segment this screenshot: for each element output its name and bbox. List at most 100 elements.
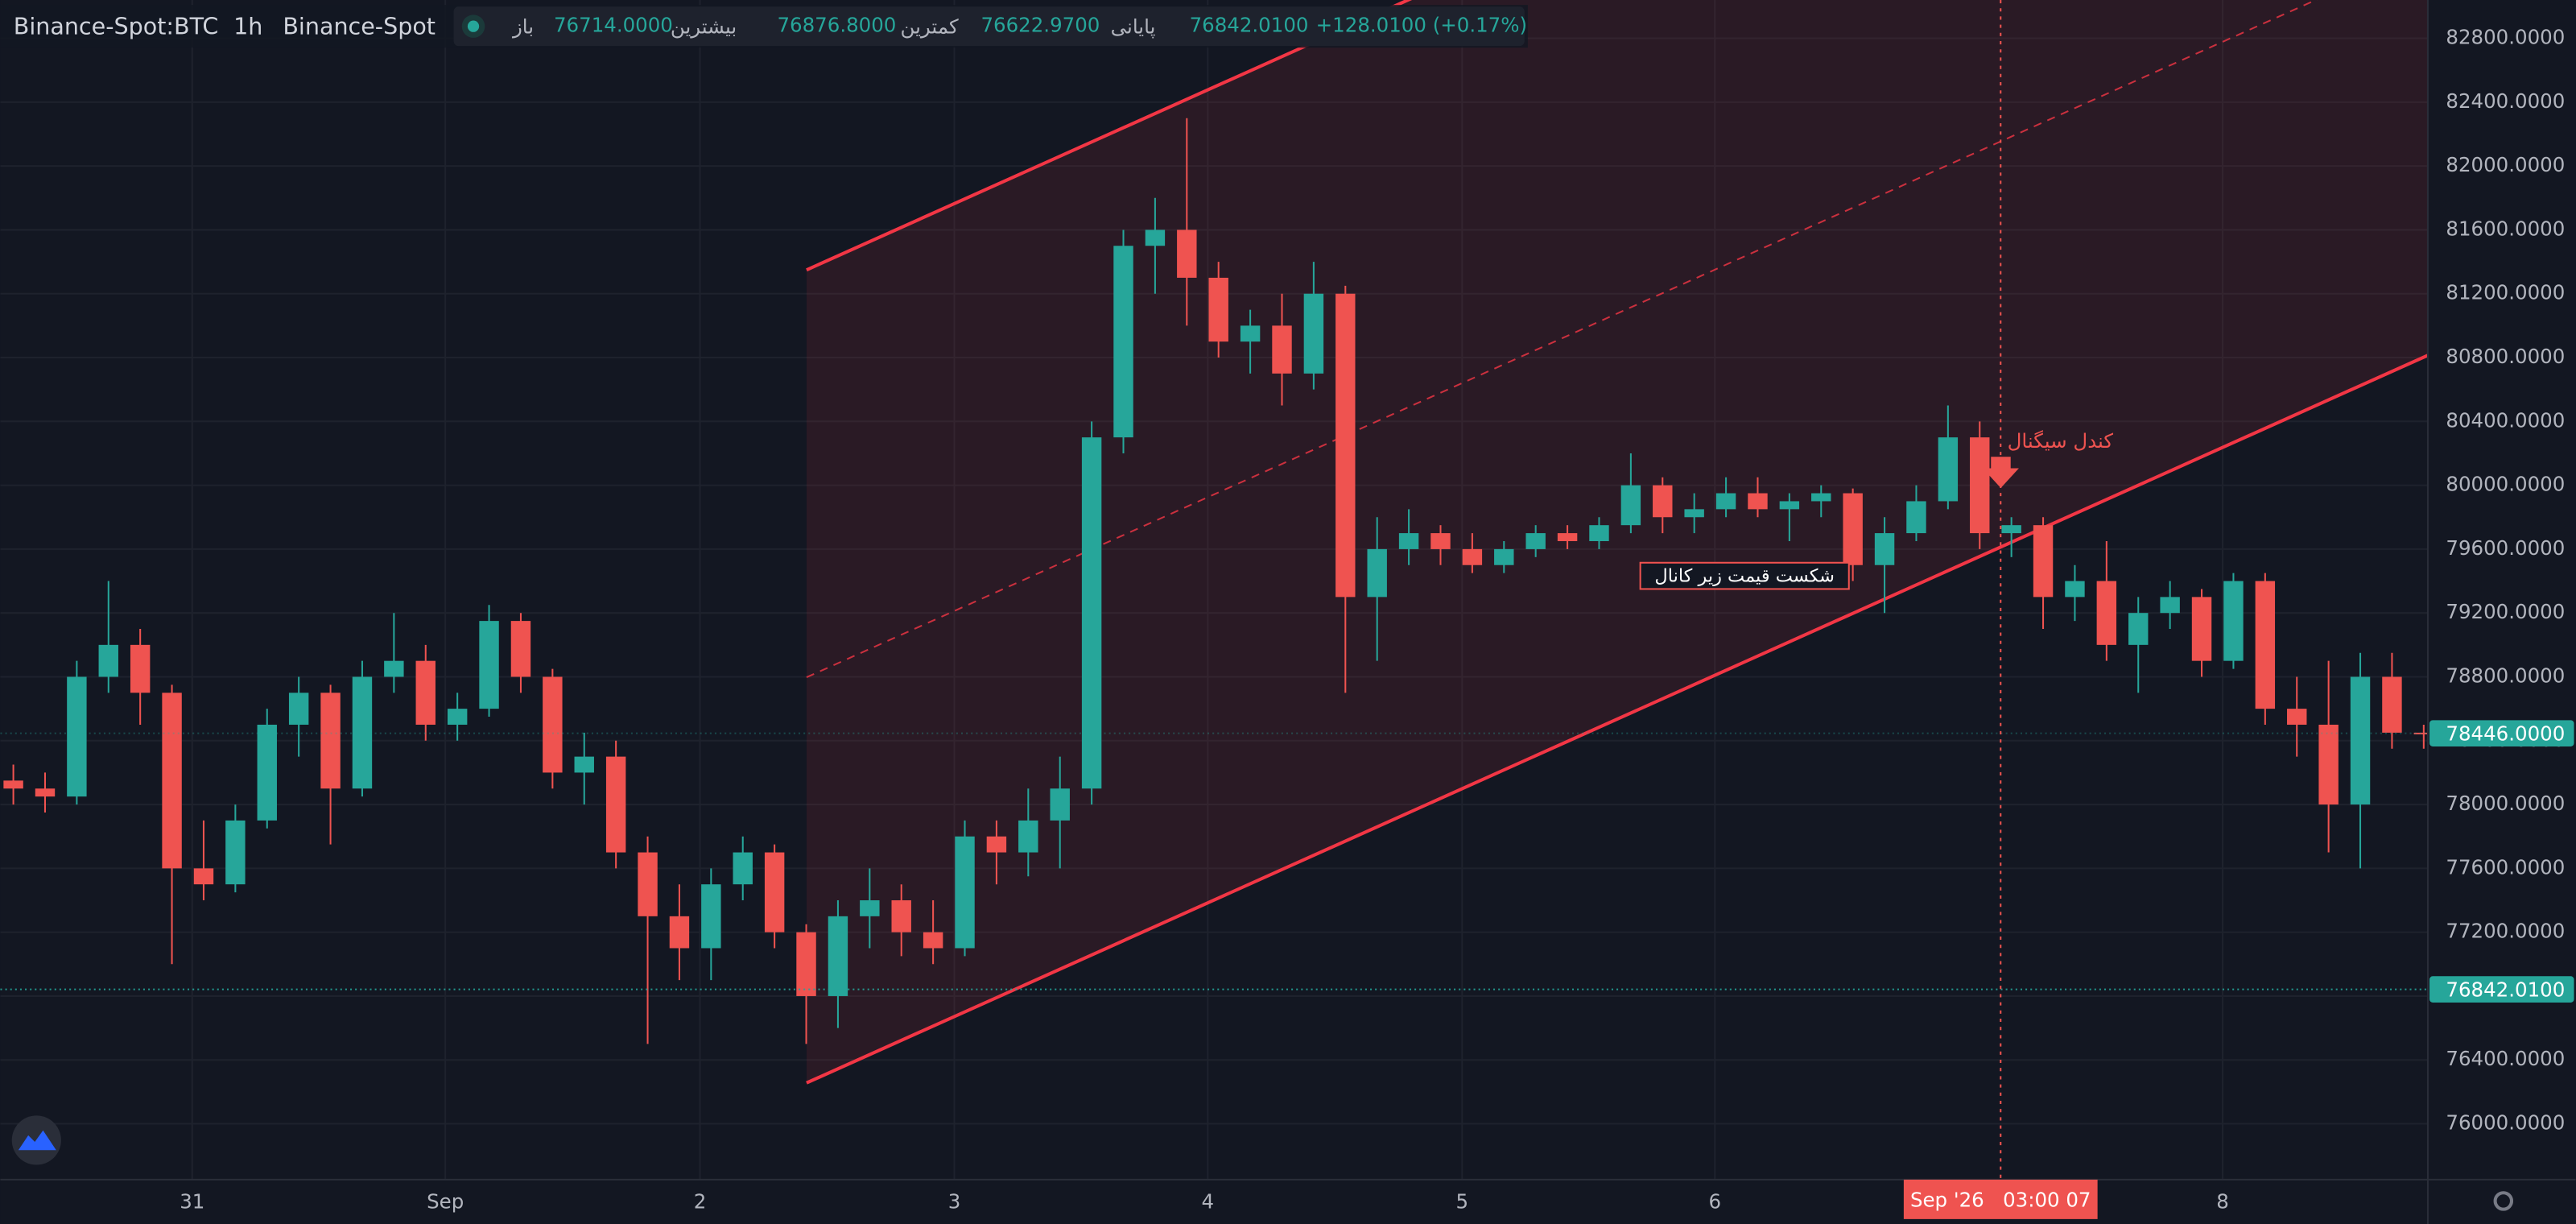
candle-body bbox=[1970, 437, 1990, 534]
candle-body bbox=[1620, 485, 1641, 526]
symbol[interactable]: Binance-Spot:BTC bbox=[14, 13, 219, 40]
candle-body bbox=[510, 621, 531, 677]
channel-middle[interactable] bbox=[806, 0, 2428, 679]
price-label: 76842.0100 bbox=[2446, 978, 2565, 1002]
y-tick-label: 80000.0000 bbox=[2446, 473, 2565, 496]
candle-body bbox=[1906, 501, 1926, 534]
price-label: 78446.0000 bbox=[2446, 722, 2565, 746]
candle-body bbox=[98, 644, 118, 677]
y-tick-label: 78800.0000 bbox=[2446, 664, 2565, 687]
candle-body bbox=[1494, 548, 1514, 565]
candle-body bbox=[2223, 581, 2244, 661]
candle-body bbox=[574, 756, 594, 773]
candle-body bbox=[2128, 613, 2149, 645]
candle-body bbox=[1050, 788, 1070, 821]
x-tick-label: 3 bbox=[948, 1189, 961, 1213]
candle-body bbox=[225, 820, 246, 885]
candle-body bbox=[860, 900, 880, 916]
candle-body bbox=[2096, 581, 2117, 645]
candle-body bbox=[1430, 533, 1451, 549]
interval[interactable]: 1h bbox=[233, 13, 262, 40]
x-tick-label: 8 bbox=[2216, 1189, 2229, 1213]
candle-body bbox=[1779, 501, 1800, 510]
y-tick-label: 76000.0000 bbox=[2446, 1111, 2565, 1135]
x-tick-label: 2 bbox=[694, 1189, 707, 1213]
candle-body bbox=[2382, 676, 2402, 733]
candle-body bbox=[2160, 597, 2180, 614]
candle-body bbox=[1240, 325, 1261, 342]
candle-body bbox=[257, 724, 277, 821]
y-tick-label: 82400.0000 bbox=[2446, 89, 2565, 113]
candle-body bbox=[1589, 525, 1609, 541]
candle-body bbox=[130, 644, 151, 693]
x-tick-label: 5 bbox=[1455, 1189, 1468, 1213]
candle-body bbox=[1653, 485, 1673, 518]
crosshair-label: Sep '26 03:00 07 bbox=[1910, 1188, 2091, 1211]
candle-body bbox=[479, 621, 499, 709]
candle-body bbox=[1018, 820, 1038, 853]
candle-body bbox=[384, 660, 404, 677]
x-tick-label: 4 bbox=[1202, 1189, 1215, 1213]
candle-body bbox=[1811, 493, 1831, 502]
y-tick-label: 82000.0000 bbox=[2446, 153, 2565, 176]
candle-body bbox=[162, 693, 182, 869]
channel-upper[interactable] bbox=[806, 0, 2428, 272]
candle-body bbox=[1843, 493, 1863, 565]
candle-body bbox=[543, 676, 563, 773]
candle-body bbox=[2033, 525, 2054, 598]
candle-body bbox=[923, 932, 943, 949]
candle-body bbox=[2001, 525, 2021, 534]
signal-arrow[interactable] bbox=[1983, 457, 2019, 488]
candle-body bbox=[1874, 533, 1895, 565]
y-tick-label: 80400.0000 bbox=[2446, 408, 2565, 432]
y-tick-label: 81600.0000 bbox=[2446, 217, 2565, 240]
candle-body bbox=[986, 836, 1007, 853]
grid bbox=[0, 0, 2428, 1180]
candle-body bbox=[1938, 437, 1959, 502]
candle-body bbox=[1272, 325, 1292, 374]
candle-body bbox=[320, 693, 341, 789]
price-label-bg bbox=[2429, 720, 2574, 746]
candle-body bbox=[733, 852, 753, 885]
y-tick-label: 79200.0000 bbox=[2446, 600, 2565, 623]
close-label: پایانی bbox=[1111, 15, 1156, 39]
y-tick-label: 79600.0000 bbox=[2446, 536, 2565, 560]
price-label-bg bbox=[2429, 976, 2574, 1003]
exchange[interactable]: Binance-Spot bbox=[283, 13, 436, 40]
candle-body bbox=[828, 916, 848, 996]
close-value: 76842.0100 bbox=[1190, 14, 1309, 37]
candle-body bbox=[1113, 246, 1133, 438]
break-annotation[interactable]: شکست قیمت زیر کانال bbox=[1654, 566, 1834, 587]
candle-body bbox=[2413, 732, 2428, 734]
y-tick-label: 77200.0000 bbox=[2446, 920, 2565, 943]
candle-body bbox=[701, 884, 721, 949]
candle-body bbox=[796, 932, 816, 996]
y-tick-label: 76400.0000 bbox=[2446, 1047, 2565, 1070]
y-tick-label: 82800.0000 bbox=[2446, 26, 2565, 49]
candle-body bbox=[415, 660, 436, 725]
candle-body bbox=[1081, 437, 1102, 789]
break-annotation-box[interactable] bbox=[1639, 561, 1850, 590]
status-dot bbox=[467, 20, 480, 32]
channel bbox=[806, 0, 2428, 1085]
high-value: 76876.8000 bbox=[777, 14, 896, 37]
y-tick-label: 77600.0000 bbox=[2446, 855, 2565, 879]
high-label: بیشترین bbox=[671, 15, 737, 39]
candles bbox=[3, 118, 2428, 1044]
settings-icon[interactable] bbox=[2493, 1191, 2514, 1211]
x-tick-label: 31 bbox=[180, 1189, 204, 1213]
candle-body bbox=[352, 676, 373, 789]
candle-body bbox=[1462, 548, 1483, 565]
overlay bbox=[0, 0, 2428, 1180]
candle-body bbox=[891, 900, 911, 932]
low-value: 76622.9700 bbox=[980, 14, 1100, 37]
channel-lower[interactable] bbox=[806, 354, 2428, 1085]
candle-body bbox=[669, 916, 690, 949]
candle-body bbox=[2065, 581, 2085, 598]
candle-body bbox=[3, 780, 23, 789]
candle-body bbox=[2318, 724, 2339, 805]
signal-annotation[interactable]: کندل سیگنال bbox=[2008, 429, 2114, 453]
y-tick-label: 78000.0000 bbox=[2446, 792, 2565, 815]
